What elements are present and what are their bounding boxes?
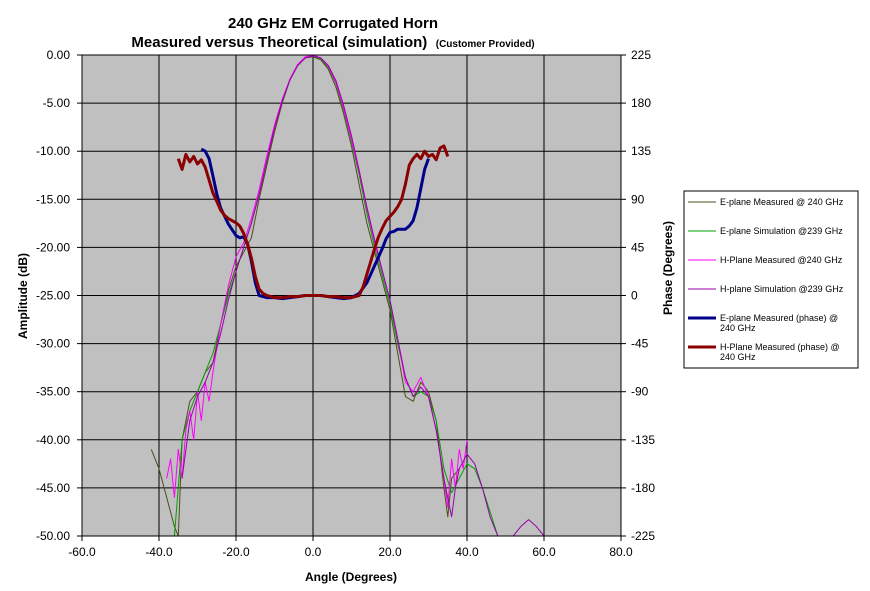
x-tick-label: 80.0	[609, 545, 633, 559]
y-tick-label: 0.00	[47, 48, 71, 62]
y-tick-label: -20.00	[36, 240, 70, 254]
legend-label: E-plane Simulation @239 GHz	[720, 226, 843, 236]
y-tick-labels: 0.00 -5.00 -10.00 -15.00 -20.00 -25.00 -30.00 -…	[36, 48, 82, 543]
legend-label: H-plane Simulation @239 GHz	[720, 284, 844, 294]
y2-tick-label: 0	[631, 289, 638, 303]
series-line-6	[176, 144, 450, 300]
x-tick-label: 0.0	[305, 545, 322, 559]
chart-subtitle-note: (Customer Provided)	[436, 39, 535, 50]
chart-title: 240 GHz EM Corrugated Horn	[228, 15, 438, 32]
x-tick-label: -40.0	[145, 545, 173, 559]
y2-tick-label: 135	[631, 144, 651, 158]
y-tick-label: -5.00	[43, 96, 71, 110]
y2-tick-label: -180	[631, 481, 655, 495]
legend: E-plane Measured @ 240 GHz E-plane Simula…	[683, 190, 859, 369]
y-tick-label: -25.00	[36, 289, 70, 303]
legend-label: H-Plane Measured @240 GHz	[720, 255, 843, 265]
y2-tick-label: 90	[631, 192, 645, 206]
x-tick-label: 40.0	[455, 545, 479, 559]
y-tick-label: -35.00	[36, 385, 70, 399]
x-tick-label: 20.0	[378, 545, 402, 559]
x-tick-label: -60.0	[68, 545, 96, 559]
y-tick-label: -15.00	[36, 192, 70, 206]
y2-tick-label: 180	[631, 96, 651, 110]
chart-subtitle-main: Measured versus Theoretical (simulation)	[131, 34, 427, 51]
y2-axis-title: Phase (Degrees)	[661, 221, 675, 315]
legend-box	[683, 190, 859, 369]
grid	[82, 55, 621, 536]
x-tick-label: 60.0	[532, 545, 556, 559]
y-tick-label: -50.00	[36, 529, 70, 543]
legend-label: E-plane Measured @ 240 GHz	[720, 197, 844, 207]
legend-items: E-plane Measured @ 240 GHz E-plane Simula…	[688, 197, 844, 362]
x-tick-label: -20.0	[222, 545, 250, 559]
y2-tick-label: -45	[631, 337, 649, 351]
y2-tick-label: 45	[631, 240, 645, 254]
series-layer	[150, 55, 545, 536]
x-axis-title: Angle (Degrees)	[305, 570, 397, 584]
y-tick-label: -10.00	[36, 144, 70, 158]
y-tick-label: -40.00	[36, 433, 70, 447]
y-tick-label: -30.00	[36, 337, 70, 351]
x-tick-labels: -60.0 -40.0 -20.0 0.0 20.0 40.0 60.0 80.0	[68, 536, 633, 559]
series-line-4	[181, 55, 545, 536]
chart-subtitle: Measured versus Theoretical (simulation)…	[131, 34, 534, 51]
y2-tick-label: -225	[631, 529, 655, 543]
y-tick-label: -45.00	[36, 481, 70, 495]
y2-tick-label: -135	[631, 433, 655, 447]
legend-label: E-plane Measured (phase) @240 GHz	[720, 313, 838, 333]
y2-tick-labels: 225 180 135 90 45 0 -45 -90 -135 -180 -225	[621, 48, 655, 543]
y2-tick-label: -90	[631, 385, 649, 399]
y-axis-title: Amplitude (dB)	[16, 253, 30, 339]
legend-label: H-Plane Measured (phase) @240 GHz	[720, 342, 840, 362]
y2-tick-label: 225	[631, 48, 651, 62]
